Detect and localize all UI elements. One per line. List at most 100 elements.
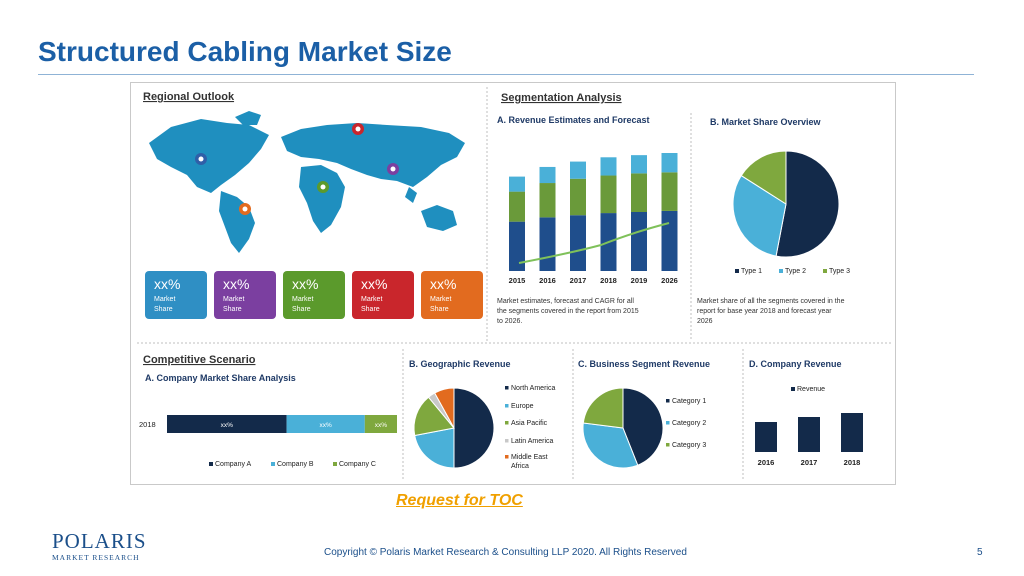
company-revenue-tick-label: 2016 (758, 458, 775, 467)
pie-slice-category-3 (582, 387, 624, 429)
revenue-bar-segment (661, 210, 678, 271)
share-caption-line-2: report for base year 2018 and forecast y… (697, 308, 832, 315)
region-card-label: Market (361, 296, 382, 303)
revenue-bar-segment (570, 215, 586, 271)
share-caption-line-1: Market share of all the segments covered… (697, 298, 845, 305)
revenue-trend-line (518, 222, 670, 264)
legend-swatch (505, 404, 509, 408)
infographic-panel: Regional Outlook xx% Market Share xx% Market… (130, 82, 896, 485)
legend-label: Asia Pacific (511, 420, 548, 427)
revenue-bar-segment (631, 173, 647, 212)
map-pin-europe-icon (317, 181, 329, 193)
revenue-bar-segment (631, 155, 647, 174)
revenue-tick-label: 2019 (631, 276, 648, 285)
company-revenue-title: D. Company Revenue (749, 359, 842, 369)
revenue-bar-segment (509, 191, 525, 222)
legend-swatch (271, 462, 275, 466)
pie-slice-asia-pacific (413, 396, 455, 437)
revenue-bar-segment (661, 172, 678, 211)
pie-slice-north-america (453, 387, 495, 469)
region-card-2 (214, 271, 276, 319)
company-bar-label: xx% (221, 422, 234, 429)
region-card-label: Share (430, 306, 449, 313)
segmentation-analysis-title: Segmentation Analysis (501, 92, 622, 104)
legend-swatch (823, 269, 827, 273)
legend-label: Category 2 (672, 420, 706, 427)
legend-label: Europe (511, 403, 534, 410)
region-card-label: Market (154, 296, 175, 303)
revenue-tick-label: 2026 (661, 276, 678, 285)
legend-swatch (666, 421, 670, 425)
polaris-logo: POLARIS MARKET RESEARCH (52, 529, 147, 563)
title-divider (38, 74, 974, 75)
map-pin-north-america-icon (195, 153, 207, 165)
region-card-value: xx% (430, 276, 456, 292)
revenue-tick-label: 2016 (539, 276, 556, 285)
region-card-value: xx% (292, 276, 318, 292)
business-segment-revenue-title: C. Business Segment Revenue (578, 359, 710, 369)
revenue-caption-line-1: Market estimates, forecast and CAGR for … (497, 298, 634, 305)
revenue-bar-segment (539, 166, 556, 184)
legend-label: Middle East (511, 454, 548, 461)
company-bar-segment (364, 415, 397, 433)
revenue-bar-segment (539, 183, 556, 218)
market-share-legend: Type 1 Type 2 Type 3 (735, 268, 850, 275)
company-bar-segment (286, 415, 365, 433)
legend-swatch (505, 386, 509, 390)
legend-label: Type 3 (829, 268, 850, 275)
business-segment-legend: Category 1 Category 2 Category 3 (666, 398, 706, 449)
legend-label: Company B (277, 461, 314, 468)
pie-slice-type-1 (775, 150, 840, 258)
company-revenue-bar (841, 413, 863, 452)
legend-swatch (779, 269, 783, 273)
page-number: 5 (977, 547, 983, 558)
region-card-value: xx% (154, 276, 180, 292)
company-revenue-tick-label: 2018 (844, 458, 861, 467)
legend-label: Category 1 (672, 398, 706, 405)
legend-label: Category 3 (672, 442, 706, 449)
revenue-bar-segment (631, 212, 647, 271)
map-pin-asia-pacific-icon (387, 163, 399, 175)
legend-swatch (505, 439, 509, 443)
region-card-value: xx% (223, 276, 249, 292)
region-card-label: Share (292, 306, 311, 313)
geographic-revenue-pie (413, 387, 495, 469)
legend-label: Company A (215, 461, 252, 468)
legend-label: Latin America (511, 438, 554, 445)
share-caption-line-3: 2026 (697, 318, 713, 325)
revenue-bar-segment (509, 221, 525, 271)
revenue-tick-label: 2015 (509, 276, 526, 285)
region-card-label: Share (223, 306, 242, 313)
map-pin-latin-america-icon (239, 203, 251, 215)
geographic-revenue-title: B. Geographic Revenue (409, 359, 511, 369)
region-card-3 (283, 271, 345, 319)
revenue-bar-segment (600, 157, 617, 176)
revenue-caption-line-2: the segments covered in the report from … (497, 308, 639, 315)
revenue-estimates-title: A. Revenue Estimates and Forecast (497, 115, 650, 125)
legend-swatch (666, 443, 670, 447)
request-toc-link[interactable]: Request for TOC (396, 492, 523, 509)
legend-label: Revenue (797, 386, 825, 393)
revenue-bar-segment (539, 217, 556, 271)
pie-slice-middle-east-africa (434, 387, 455, 429)
competitive-scenario-title: Competitive Scenario (143, 354, 256, 366)
revenue-forecast-chart: 2015 2016 2017 2018 2019 2026 (509, 153, 678, 285)
revenue-tick-label: 2018 (600, 276, 617, 285)
company-bar-year-label: 2018 (139, 420, 156, 429)
legend-swatch (505, 455, 509, 459)
pie-slice-type-3 (740, 150, 787, 205)
legend-label: Africa (511, 463, 529, 470)
legend-swatch (735, 269, 739, 273)
pie-slice-category-2 (582, 422, 639, 469)
pie-slice-category-1 (622, 387, 664, 466)
regional-outlook-title: Regional Outlook (143, 91, 235, 103)
logo-main-text: POLARIS (52, 529, 147, 553)
company-revenue-chart: Revenue 2016 2017 2018 (755, 386, 863, 467)
business-segment-pie (582, 387, 664, 469)
legend-swatch (209, 462, 213, 466)
legend-label: Type 2 (785, 268, 806, 275)
market-share-pie (732, 150, 840, 258)
region-card-label: Market (292, 296, 313, 303)
revenue-bar-segment (570, 161, 586, 179)
pie-slice-europe (414, 427, 455, 469)
